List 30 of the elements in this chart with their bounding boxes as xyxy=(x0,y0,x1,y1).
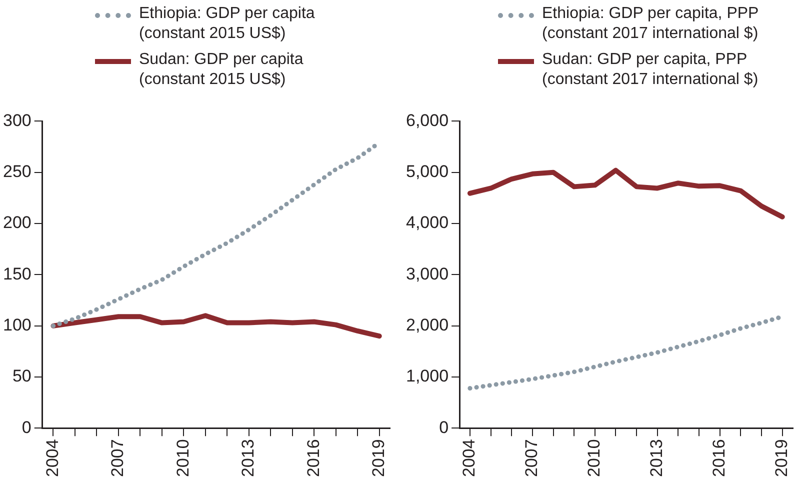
x-tick-label: 2019 xyxy=(369,439,388,478)
y-tick-label: 5,000 xyxy=(406,162,449,182)
y-tick-label: 2,000 xyxy=(406,316,449,335)
x-tick-label: 2016 xyxy=(304,439,323,478)
legend-label: Ethiopia: GDP per capita, PPP (constant 2017 international $) xyxy=(542,4,760,44)
x-tick-label: 2019 xyxy=(772,439,792,478)
y-tick-label: 0 xyxy=(439,418,449,437)
x-tick-label: 2016 xyxy=(710,439,729,478)
y-tick-label: 200 xyxy=(2,213,32,232)
legend-label: Sudan: GDP per capita, PPP (constant 2017 international $) xyxy=(542,50,760,90)
y-tick-label: 250 xyxy=(2,162,32,182)
y-tick-label: 1,000 xyxy=(406,366,449,386)
y-tick-label: 6,000 xyxy=(406,110,449,130)
x-tick-label: 2013 xyxy=(647,439,666,478)
x-tick-label: 2007 xyxy=(522,439,542,478)
y-tick-label: 100 xyxy=(2,316,32,335)
y-tick-label: 50 xyxy=(12,366,32,386)
y-tick-label: 4,000 xyxy=(406,213,449,232)
x-tick-label: 2010 xyxy=(173,439,192,478)
x-tick-label: 2004 xyxy=(42,439,62,478)
y-tick-label: 0 xyxy=(22,418,32,437)
x-tick-label: 2013 xyxy=(238,439,258,478)
legend-label: Sudan: GDP per capita (constant 2015 US$) xyxy=(139,50,304,90)
y-tick-label: 3,000 xyxy=(406,264,449,284)
x-tick-label: 2004 xyxy=(460,439,479,478)
y-tick-label: 150 xyxy=(2,264,32,284)
legend-label: Ethiopia: GDP per capita (constant 2015 US$) xyxy=(139,4,316,44)
x-tick-label: 2007 xyxy=(108,439,128,478)
x-tick-label: 2010 xyxy=(584,439,604,478)
y-tick-label: 300 xyxy=(2,110,32,130)
